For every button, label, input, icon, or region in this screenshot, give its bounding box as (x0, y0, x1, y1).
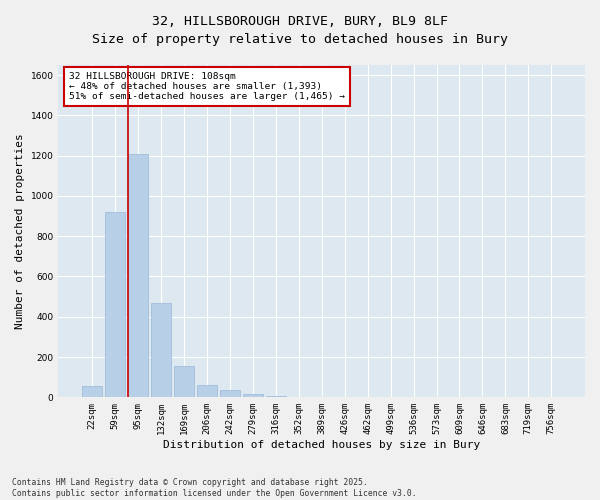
Bar (197, 385, 217, 398)
Text: Contains HM Land Registry data © Crown copyright and database right 2025.
Contai: Contains HM Land Registry data © Crown c… (12, 478, 416, 498)
Text: Size of property relative to detached houses in Bury: Size of property relative to detached ho… (92, 32, 508, 46)
Y-axis label: Number of detached properties: Number of detached properties (15, 134, 25, 329)
Bar (266, 396, 286, 398)
Text: 32, HILLSBOROUGH DRIVE, BURY, BL9 8LF: 32, HILLSBOROUGH DRIVE, BURY, BL9 8LF (152, 15, 448, 28)
Bar (128, 154, 148, 398)
Bar (106, 212, 125, 398)
Text: 32 HILLSBOROUGH DRIVE: 108sqm
← 48% of detached houses are smaller (1,393)
51% o: 32 HILLSBOROUGH DRIVE: 108sqm ← 48% of d… (69, 72, 345, 102)
Bar (151, 302, 171, 398)
Bar (220, 390, 239, 398)
Bar (243, 394, 263, 398)
Bar (174, 366, 194, 398)
Bar (82, 386, 102, 398)
X-axis label: Distribution of detached houses by size in Bury: Distribution of detached houses by size … (163, 440, 481, 450)
